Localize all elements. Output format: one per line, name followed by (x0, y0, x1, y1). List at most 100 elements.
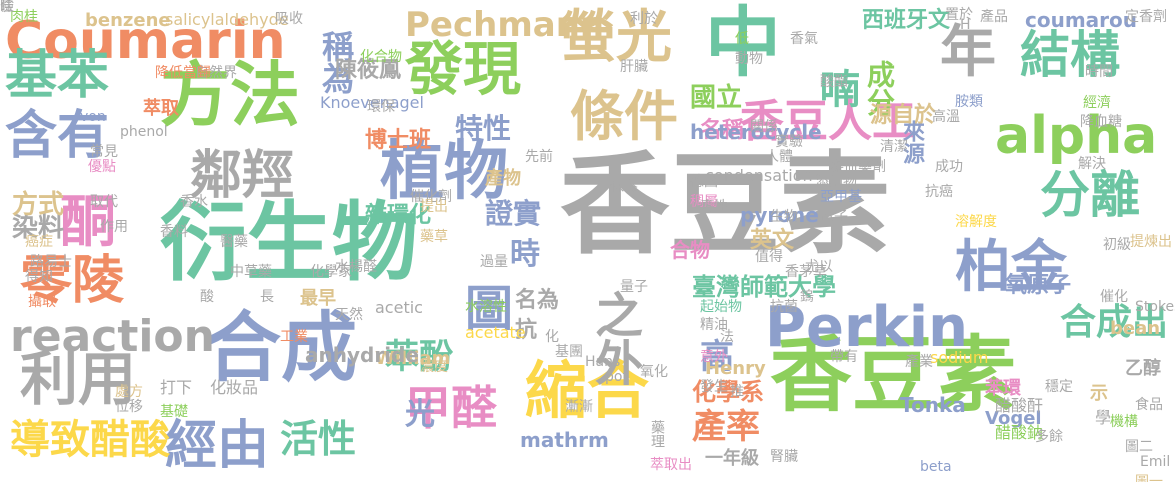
cloud-word: 成功 (935, 159, 963, 175)
cloud-word: 產物 (485, 168, 521, 189)
cloud-word: 合成 (205, 303, 357, 392)
cloud-word: 螢光 (560, 5, 672, 70)
cloud-word: 基礎 (160, 404, 188, 420)
cloud-word: 電子 (820, 209, 848, 225)
cloud-word: 德國 (690, 174, 718, 190)
cloud-word: 初級 (1103, 237, 1131, 253)
cloud-word: 萃取 (143, 98, 179, 119)
cloud-word: 柏金 (955, 235, 1067, 300)
cloud-word: 利於 (630, 11, 658, 27)
cloud-word: 藥草 (420, 229, 448, 245)
cloud-word: 中 (705, 0, 781, 87)
cloud-word: Perkin (765, 295, 968, 360)
cloud-word: 示 (1090, 383, 1108, 404)
cloud-word: 提煉出 (1130, 234, 1172, 250)
cloud-word: 氧原子 (1005, 273, 1072, 298)
cloud-word: Stokes (1135, 299, 1175, 315)
cloud-word: von (80, 109, 106, 125)
cloud-word: 醋酸鈉 (995, 423, 1044, 442)
cloud-word: 基苯 (5, 46, 110, 106)
cloud-word: benzene (85, 10, 171, 31)
cloud-word: 取代 (90, 194, 118, 210)
cloud-word: 稠屬 (690, 194, 718, 210)
cloud-word: heterocycle (690, 120, 822, 144)
cloud-word: 香料 (160, 224, 188, 240)
cloud-word: 方式 (12, 190, 65, 220)
cloud-word: 置於 (945, 7, 973, 23)
cloud-word: 實驗 (775, 134, 803, 150)
cloud-word: 香氣 (790, 31, 818, 47)
cloud-word: 藥理 (649, 420, 665, 448)
cloud-word: 條件 (570, 85, 678, 148)
cloud-word: 時 (510, 237, 540, 272)
cloud-word: Henry (705, 358, 766, 379)
cloud-word: 癌症 (25, 234, 53, 250)
cloud-word: 過量 (480, 254, 508, 270)
cloud-word: 意外 (700, 349, 728, 365)
cloud-word: 清潔 (880, 139, 908, 155)
cloud-word: 得知 (25, 269, 53, 285)
cloud-word: 酮 (60, 190, 116, 255)
cloud-word: 處方 (115, 384, 143, 400)
cloud-word: 推 (730, 384, 744, 400)
cloud-word: 苯酚 (385, 337, 453, 377)
cloud-word: 染料 (12, 213, 65, 243)
cloud-word: 源自於 (870, 103, 937, 128)
cloud-word: 發現 (405, 35, 522, 103)
cloud-word: 化學系 (692, 378, 764, 406)
cloud-word: 水楊醛 (335, 259, 377, 275)
cloud-word: 萃取出 (650, 457, 692, 473)
cloud-word: Pechmann (405, 5, 605, 45)
cloud-word: 一年級 (705, 448, 759, 469)
cloud-word: 光 (405, 397, 435, 432)
cloud-word: pot (605, 369, 628, 385)
cloud-word: 化妝品 (210, 378, 259, 397)
cloud-word: 關係 (750, 119, 778, 135)
cloud-word: 衍生物 (160, 193, 418, 293)
cloud-word: 國立 (690, 83, 743, 113)
cloud-word: 酸酯 (820, 74, 848, 90)
cloud-word: sodium (930, 348, 989, 367)
cloud-word: 作用 (100, 219, 128, 235)
cloud-word: 肉桂 (10, 9, 38, 25)
cloud-word: 時間 (1085, 64, 1113, 80)
cloud-word: 值得 (755, 249, 783, 265)
cloud-word: 食品 (1135, 397, 1163, 413)
cloud-word: 提出 (420, 199, 448, 215)
cloud-word: 中草藥 (230, 264, 272, 280)
cloud-word: 活性 (280, 417, 357, 461)
cloud-word: 合物 (670, 238, 710, 262)
cloud-word: 稱為 (317, 30, 355, 94)
cloud-word: 天然 (335, 307, 363, 323)
cloud-word: 乙醇 (1125, 358, 1161, 379)
cloud-word: 成分 (863, 60, 896, 116)
cloud-word: Hans (585, 354, 621, 370)
cloud-word: 方法 (160, 54, 300, 136)
cloud-word: phenol (120, 124, 168, 140)
cloud-word: 吸收 (275, 11, 303, 27)
cloud-word: 添加物 (815, 174, 857, 190)
cloud-word: 圖二 (1125, 439, 1153, 455)
cloud-word: William (375, 348, 451, 369)
cloud-word: 攝取 (28, 294, 56, 310)
cloud-word: 產業 (905, 354, 933, 370)
cloud-word: 降血糖 (1080, 114, 1122, 130)
cloud-word: 毒性 (700, 199, 728, 215)
cloud-word: 漸漸 (565, 399, 593, 415)
cloud-word: 結構 (1020, 26, 1120, 84)
cloud-word: 基團 (555, 344, 583, 360)
cloud-word: 機構 (1110, 414, 1138, 430)
cloud-word: 降低當歸 (155, 65, 211, 81)
cloud-word: 打下 (160, 378, 193, 397)
cloud-word: 催化劑 (410, 189, 452, 205)
cloud-word: 經由 (165, 416, 270, 476)
cloud-word: 催化 (1100, 289, 1128, 305)
cloud-word: 雜環化 (365, 203, 432, 228)
cloud-word: 長 (260, 289, 274, 305)
cloud-word: 之外 (586, 290, 642, 386)
cloud-word: 高溫 (932, 109, 960, 125)
cloud-word: 學 (1095, 408, 1112, 427)
cloud-word: 抗菌 (770, 299, 798, 315)
cloud-word: 發生 (700, 379, 728, 395)
cloud-word: 環保 (367, 99, 395, 115)
